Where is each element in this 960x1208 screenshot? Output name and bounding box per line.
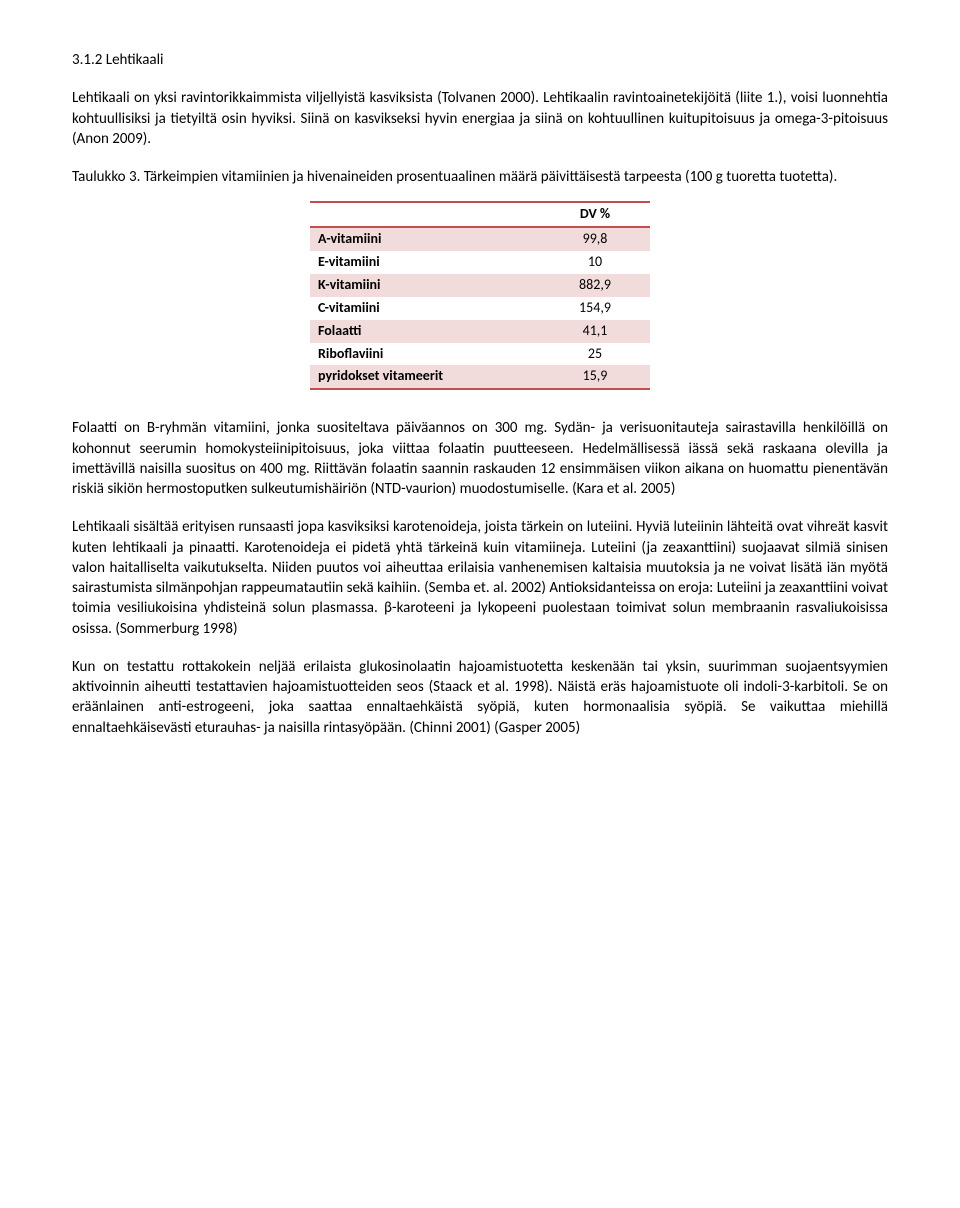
table-cell-label: A-vitamiini [310,227,540,251]
table-row: pyridokset vitameerit15,9 [310,365,650,389]
table-row: A-vitamiini99,8 [310,227,650,251]
table-row: Riboflaviini25 [310,343,650,366]
table-cell-label: Folaatti [310,320,540,343]
table-cell-value: 882,9 [540,274,650,297]
paragraph-1: Lehtikaali on yksi ravintorikkaimmista v… [72,88,888,149]
table-caption: Taulukko 3. Tärkeimpien vitamiinien ja h… [72,167,888,187]
table-cell-value: 15,9 [540,365,650,389]
table-cell-value: 154,9 [540,297,650,320]
table-cell-value: 41,1 [540,320,650,343]
table-cell-label: E-vitamiini [310,251,540,274]
dv-table: DV % A-vitamiini99,8E-vitamiini10K-vitam… [310,201,650,390]
table-cell-label: Riboflaviini [310,343,540,366]
table-row: K-vitamiini882,9 [310,274,650,297]
paragraph-4: Kun on testattu rottakokein neljää erila… [72,657,888,738]
table-cell-label: K-vitamiini [310,274,540,297]
paragraph-3: Lehtikaali sisältää erityisen runsaasti … [72,517,888,639]
table-cell-value: 99,8 [540,227,650,251]
table-cell-label: C-vitamiini [310,297,540,320]
table-cell-label: pyridokset vitameerit [310,365,540,389]
table-header-value: DV % [540,202,650,227]
table-row: C-vitamiini154,9 [310,297,650,320]
table-row: Folaatti41,1 [310,320,650,343]
table-cell-value: 25 [540,343,650,366]
table-header-empty [310,202,540,227]
table-header-row: DV % [310,202,650,227]
table-cell-value: 10 [540,251,650,274]
paragraph-2: Folaatti on B-ryhmän vitamiini, jonka su… [72,418,888,499]
section-heading: 3.1.2 Lehtikaali [72,50,888,70]
table-row: E-vitamiini10 [310,251,650,274]
